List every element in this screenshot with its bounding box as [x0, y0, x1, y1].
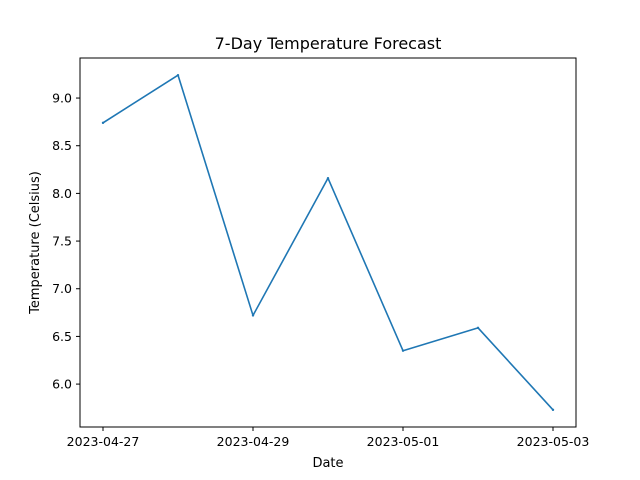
plot-frame — [79, 57, 577, 428]
x-tick-label: 2023-05-01 — [367, 434, 440, 449]
chart-title: 7-Day Temperature Forecast — [215, 34, 442, 53]
x-axis-label: Date — [312, 456, 343, 471]
y-tick-label: 7.5 — [52, 234, 72, 249]
x-tick-label: 2023-05-03 — [517, 434, 590, 449]
y-axis-ticks: 6.0 6.5 7.0 7.5 8.0 8.5 9.0 — [52, 91, 80, 392]
data-point — [176, 73, 180, 77]
data-point — [251, 314, 255, 317]
data-point — [401, 349, 405, 352]
x-tick-label: 2023-04-29 — [217, 434, 290, 449]
series-layer — [101, 73, 555, 412]
y-tick-label: 9.0 — [52, 91, 72, 106]
y-tick-label: 6.0 — [52, 377, 72, 392]
data-point — [326, 176, 330, 180]
data-point — [551, 408, 555, 412]
y-tick-label: 8.5 — [52, 138, 72, 153]
y-tick-label: 8.0 — [52, 186, 72, 201]
data-point — [101, 121, 105, 125]
plot-area — [80, 58, 576, 427]
y-tick-label: 7.0 — [52, 281, 72, 296]
y-tick-label: 6.5 — [52, 329, 72, 344]
data-point — [476, 326, 480, 330]
x-axis-ticks: 2023-04-27 2023-04-29 2023-05-01 2023-05-03 — [67, 427, 590, 449]
y-axis-label: Temperature (Celsius) — [28, 171, 43, 315]
x-tick-label: 2023-04-27 — [67, 434, 140, 449]
